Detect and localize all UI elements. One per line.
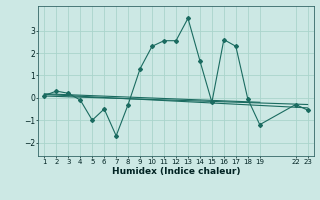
X-axis label: Humidex (Indice chaleur): Humidex (Indice chaleur) (112, 167, 240, 176)
